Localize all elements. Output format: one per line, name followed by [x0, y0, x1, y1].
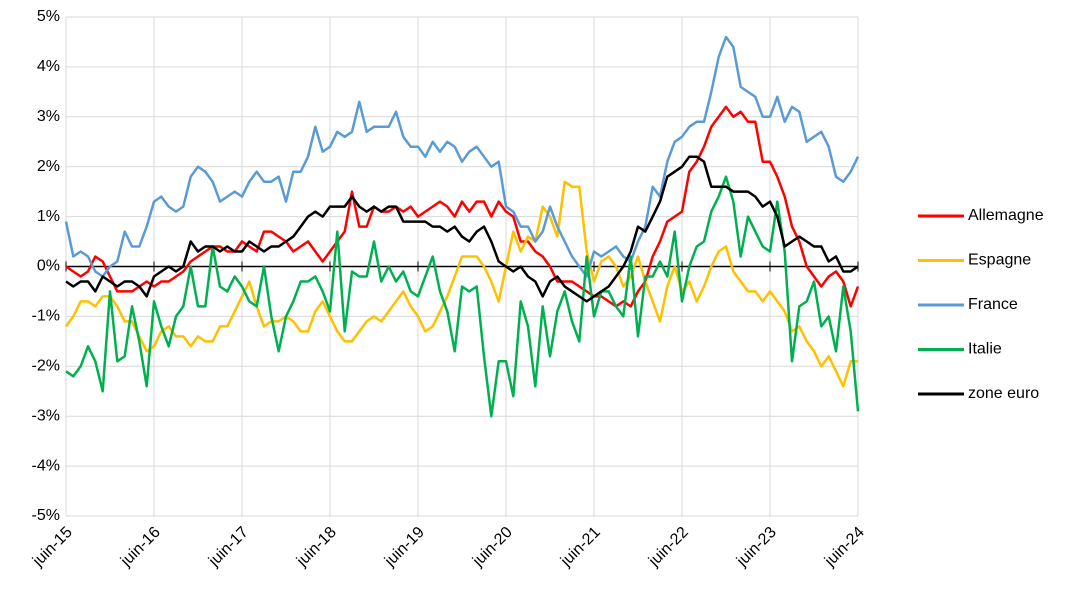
y-tick-label: 0%	[37, 258, 60, 275]
y-tick-label: 1%	[37, 208, 60, 225]
x-tick-label: juin-24	[821, 524, 868, 571]
series-line	[65, 155, 859, 303]
y-tick-label: -2%	[32, 358, 60, 375]
y-tick-label: -3%	[32, 407, 60, 424]
x-tick-label: juin-20	[469, 524, 516, 571]
legend-label: Allemagne	[968, 207, 1044, 224]
x-tick-label: juin-22	[645, 524, 692, 571]
legend-label: zone euro	[968, 385, 1039, 402]
series-line	[65, 175, 860, 418]
legend-label: Espagne	[968, 252, 1031, 269]
y-tick-label: -4%	[32, 457, 60, 474]
legend-label: Italie	[968, 341, 1002, 358]
y-tick-label: 4%	[37, 58, 60, 75]
x-tick-label: juin-21	[557, 524, 604, 571]
series-line	[65, 105, 860, 308]
x-tick-label: juin-23	[733, 524, 780, 571]
x-tick-label: juin-18	[293, 524, 340, 571]
x-tick-label: juin-19	[381, 524, 428, 571]
y-tick-label: 3%	[37, 108, 60, 125]
x-tick-label: juin-17	[205, 524, 252, 571]
x-tick-label: juin-15	[29, 524, 76, 571]
series-line	[64, 180, 858, 388]
series-line	[64, 35, 860, 278]
y-tick-label: 5%	[37, 8, 60, 25]
y-tick-label: -5%	[32, 507, 60, 524]
y-tick-label: 2%	[37, 158, 60, 175]
legend-label: France	[968, 296, 1018, 313]
y-tick-label: -1%	[32, 308, 60, 325]
x-tick-label: juin-16	[117, 524, 164, 571]
